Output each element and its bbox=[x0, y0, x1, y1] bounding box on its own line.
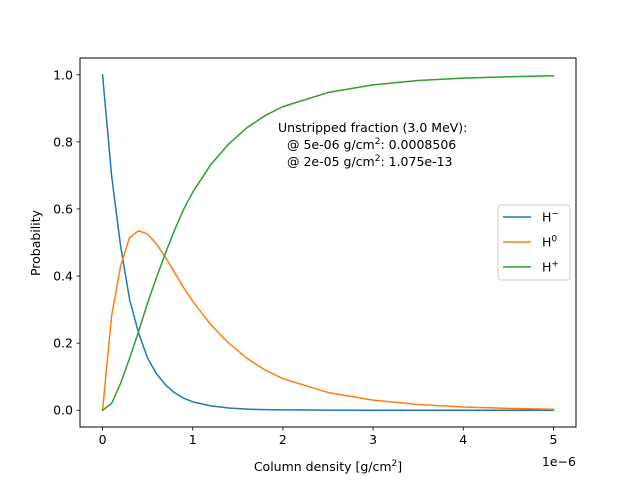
annotation-line-2-sup: 2 bbox=[375, 137, 381, 147]
y-tick-label: 0.8 bbox=[53, 134, 73, 149]
y-tick-label: 1.0 bbox=[53, 67, 73, 82]
legend-label-base: H bbox=[542, 235, 551, 250]
x-tick-label: 0 bbox=[99, 432, 107, 447]
x-axis-ticks: 0 1 2 3 4 5 bbox=[99, 427, 557, 447]
x-axis-label-prefix: Column density [g/cm bbox=[254, 459, 392, 474]
x-axis-label-sup: 2 bbox=[392, 459, 398, 469]
series-line-2 bbox=[101, 230, 555, 412]
x-tick-label: 5 bbox=[549, 432, 557, 447]
annotation-line-3: @ 2e-05 g/cm2: 1.075e-13 bbox=[287, 154, 453, 169]
annotation-line-2-suffix: : 0.0008506 bbox=[380, 137, 456, 152]
legend-label-base: H bbox=[542, 210, 551, 225]
series-line-1 bbox=[101, 73, 555, 411]
annotation-line-3-sup: 2 bbox=[375, 154, 381, 164]
plot-frame bbox=[79, 57, 577, 428]
x-tick-label: 2 bbox=[279, 432, 287, 447]
series-layer bbox=[101, 73, 555, 412]
plot-area bbox=[80, 58, 576, 427]
legend-label-base: H bbox=[542, 260, 551, 275]
x-axis-label: Column density [g/cm2] bbox=[254, 459, 402, 474]
series-line-3 bbox=[101, 75, 555, 412]
x-tick-label: 3 bbox=[369, 432, 377, 447]
legend: H−H0H+ bbox=[497, 204, 571, 281]
annotation-line-1: Unstripped fraction (3.0 MeV): bbox=[278, 120, 467, 135]
x-axis-label-suffix: ] bbox=[397, 459, 402, 474]
annotation-line-3-suffix: : 1.075e-13 bbox=[380, 154, 452, 169]
legend-label-sup: + bbox=[551, 260, 559, 270]
legend-label-3: H+ bbox=[542, 260, 559, 275]
x-tick-label: 4 bbox=[459, 432, 467, 447]
y-axis-label: Probability bbox=[28, 209, 43, 276]
y-tick-label: 0.0 bbox=[53, 403, 73, 418]
legend-label-2: H0 bbox=[542, 235, 557, 250]
annotation-line-2-prefix: @ 5e-06 g/cm bbox=[287, 137, 375, 152]
annotation-line-2: @ 5e-06 g/cm2: 0.0008506 bbox=[287, 137, 456, 152]
annotation-line-3-prefix: @ 2e-05 g/cm bbox=[287, 154, 375, 169]
x-tick-label: 1 bbox=[189, 432, 197, 447]
legend-label-sup: − bbox=[551, 210, 559, 220]
annotation: Unstripped fraction (3.0 MeV): @ 5e-06 g… bbox=[278, 120, 467, 169]
y-axis-ticks: 0.0 0.2 0.4 0.6 0.8 1.0 bbox=[53, 67, 80, 418]
y-tick-label: 0.4 bbox=[53, 269, 73, 284]
y-tick-label: 0.2 bbox=[53, 336, 73, 351]
legend-box bbox=[497, 204, 571, 281]
legend-label-sup: 0 bbox=[551, 235, 557, 245]
x-offset-text: 1e−6 bbox=[542, 454, 576, 469]
y-tick-label: 0.6 bbox=[53, 201, 73, 216]
legend-label-1: H− bbox=[542, 210, 559, 225]
